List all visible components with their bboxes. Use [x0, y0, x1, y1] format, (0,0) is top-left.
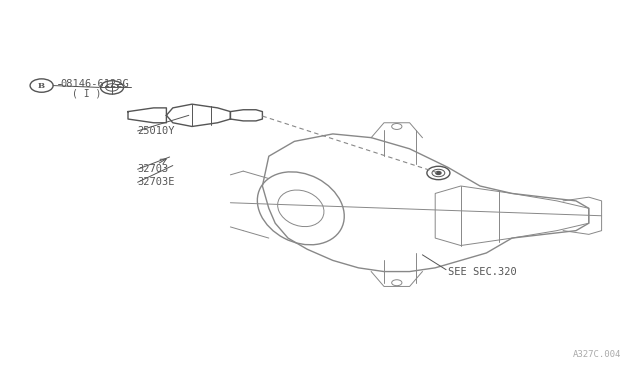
Text: B: B [38, 81, 45, 90]
Text: 25010Y: 25010Y [138, 126, 175, 136]
Text: SEE SEC.320: SEE SEC.320 [448, 267, 516, 276]
Text: A327C.004: A327C.004 [572, 350, 621, 359]
Text: 32703E: 32703E [138, 177, 175, 187]
Text: 08146-6122G: 08146-6122G [61, 79, 129, 89]
Text: ( I ): ( I ) [72, 88, 102, 98]
Circle shape [436, 171, 441, 174]
Text: 32703: 32703 [138, 164, 169, 174]
